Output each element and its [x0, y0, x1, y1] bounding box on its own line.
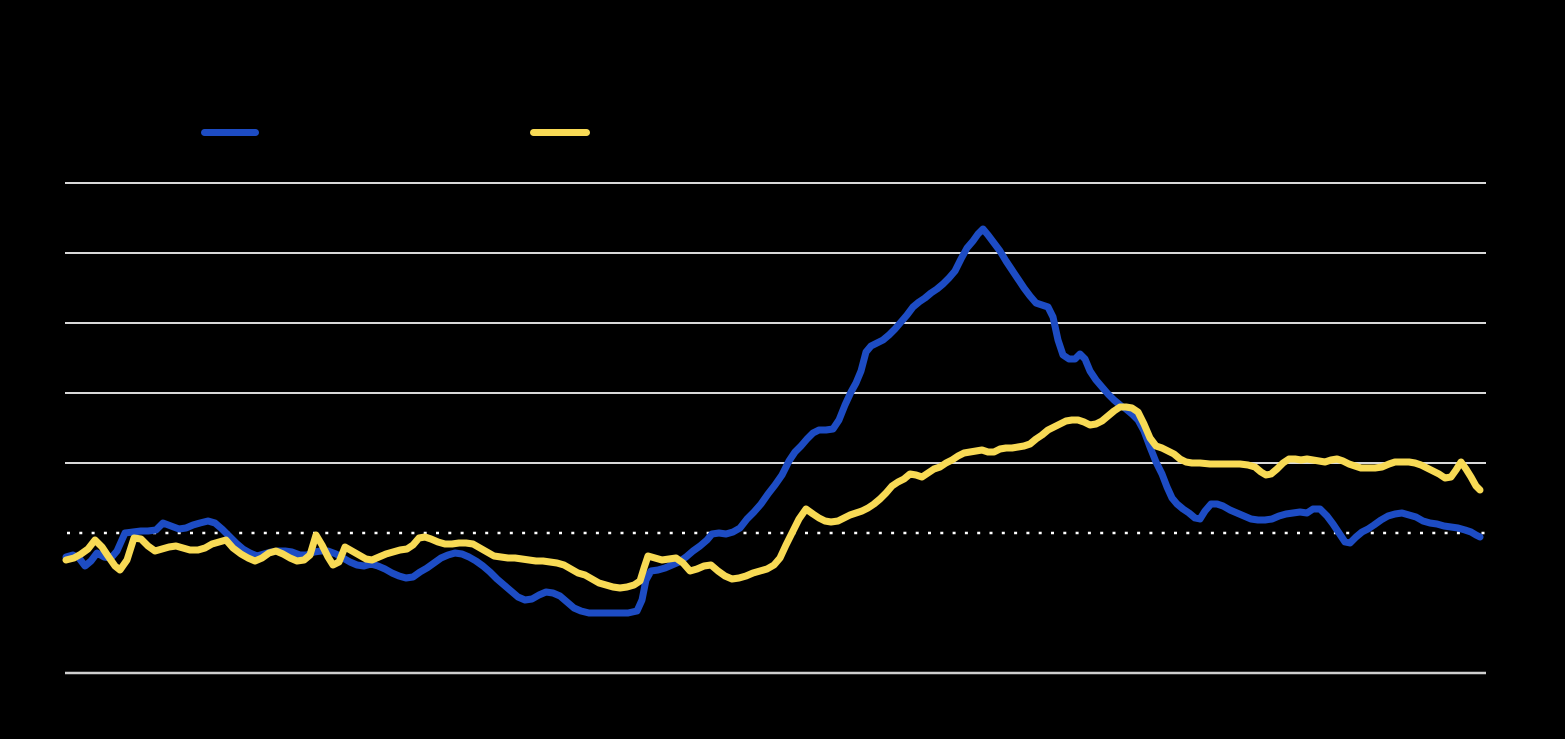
blue-series-line: [62, 225, 1484, 617]
yellow-series-line: [62, 403, 1484, 592]
legend-swatch-blue-series: [201, 129, 259, 136]
legend-swatch-yellow-series: [530, 129, 590, 136]
